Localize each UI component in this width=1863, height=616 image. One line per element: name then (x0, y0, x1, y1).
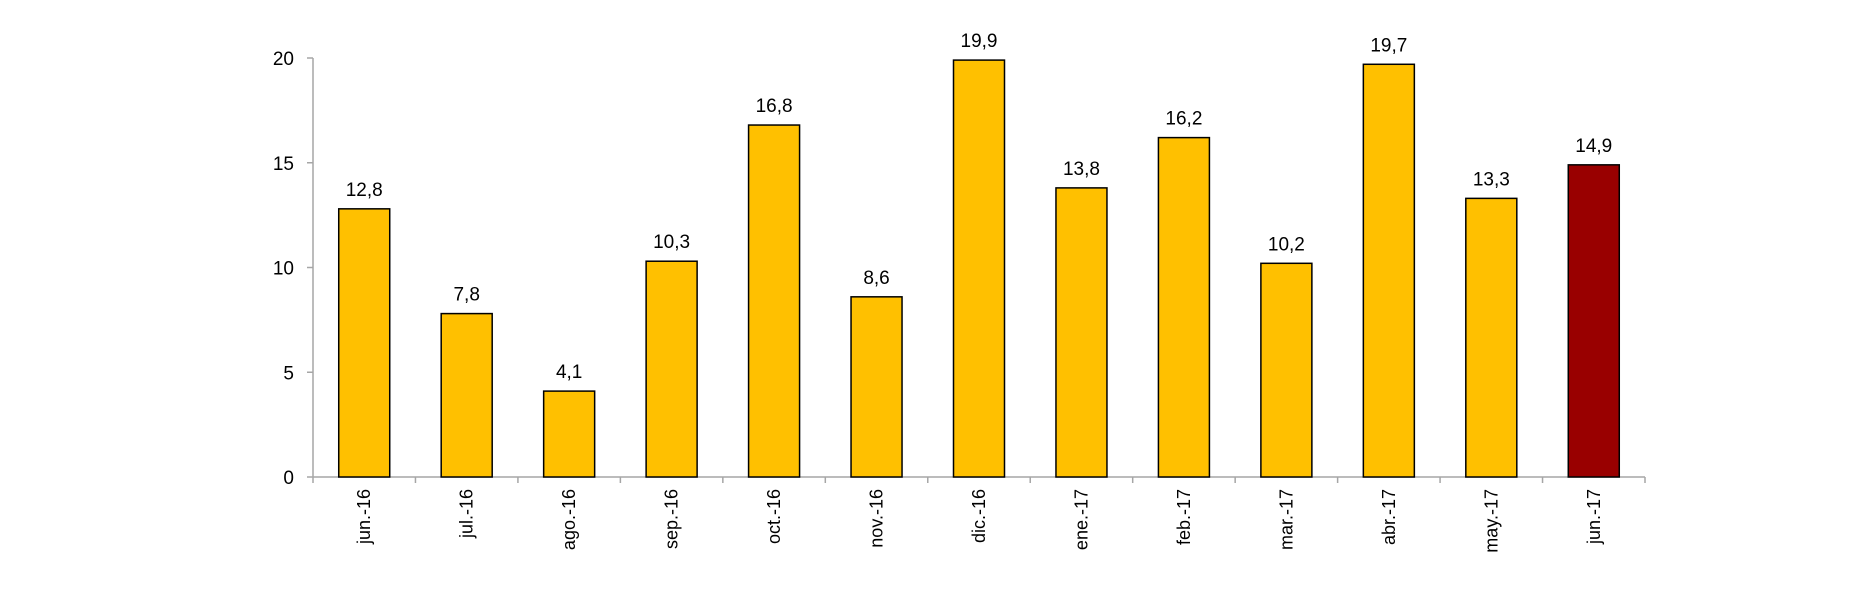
y-tick-label: 0 (283, 468, 294, 489)
x-tick-label: abr.-17 (1379, 489, 1399, 545)
data-label: 12,8 (346, 180, 383, 201)
data-label: 10,3 (653, 232, 690, 253)
bar (542, 390, 596, 478)
data-label: 14,9 (1575, 136, 1612, 157)
bar (645, 260, 698, 478)
bar (850, 296, 903, 478)
bar (952, 59, 1006, 478)
x-tick-label: may.-17 (1481, 489, 1501, 553)
x-tick-label: jun.-16 (354, 489, 374, 545)
x-tick-label: oct.-16 (764, 489, 784, 544)
x-tick-label: jul.-16 (457, 489, 477, 539)
data-label: 19,7 (1370, 35, 1407, 56)
y-tick-label: 15 (273, 154, 294, 175)
y-tick-label: 10 (273, 259, 294, 280)
bar (747, 124, 801, 478)
data-label: 19,9 (961, 31, 998, 52)
data-label: 13,3 (1473, 169, 1510, 190)
x-tick-label: ene.-17 (1071, 489, 1091, 550)
data-label: 4,1 (556, 362, 582, 383)
y-tick-label: 20 (273, 49, 294, 70)
data-label: 16,8 (756, 96, 793, 117)
data-label: 8,6 (863, 268, 889, 289)
bars (337, 59, 1621, 478)
x-tick-label: feb.-17 (1174, 489, 1194, 545)
bar (1157, 136, 1211, 478)
x-tick-label: sep.-16 (662, 489, 682, 549)
y-axis: 0 5 10 15 20 (273, 49, 314, 489)
x-tick-label: jun.-17 (1584, 489, 1604, 545)
x-tick-label: ago.-16 (559, 489, 579, 550)
bar (1260, 262, 1313, 478)
bar (1055, 187, 1108, 478)
bar (1567, 164, 1621, 478)
x-tick-label: dic.-16 (969, 489, 989, 543)
x-axis: jun.-16 jul.-16 ago.-16 sep.-16 oct.-16 nov.-… (312, 476, 1646, 553)
data-label: 7,8 (453, 285, 479, 306)
bar (337, 208, 391, 478)
data-label: 13,8 (1063, 159, 1100, 180)
x-tick-label: mar.-17 (1276, 489, 1296, 550)
y-tick-label: 5 (283, 363, 294, 384)
x-tick-label: nov.-16 (867, 489, 887, 548)
bar (440, 312, 493, 478)
data-label: 16,2 (1165, 109, 1202, 130)
data-label: 10,2 (1268, 234, 1305, 255)
bar (1362, 63, 1416, 478)
bar (1465, 197, 1518, 478)
data-labels: 12,8 7,8 4,1 10,3 16,8 8,6 19,9 13,8 16,2 10,2 19,… (346, 31, 1613, 383)
